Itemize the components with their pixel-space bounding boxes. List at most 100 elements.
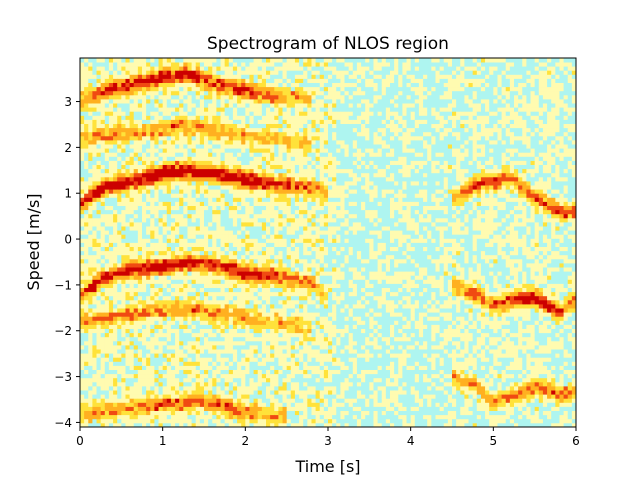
heatmap-cell [228,271,234,276]
heatmap-cell [286,115,292,120]
heatmap-cell [96,328,102,334]
heatmap-cell [88,377,93,383]
heatmap-cell [170,373,176,379]
heatmap-cell [162,328,168,334]
heatmap-cell [282,246,288,252]
heatmap-cell [84,131,89,137]
heatmap-cell [125,103,130,108]
heatmap-cell [187,86,192,92]
heatmap-cell [299,193,304,198]
heatmap-cell [195,115,201,120]
heatmap-cell [199,222,205,227]
heatmap-cell [307,283,312,288]
heatmap-cell [257,234,263,239]
heatmap-cell [104,250,110,256]
heatmap-cell [282,295,288,301]
heatmap-cell [142,131,147,137]
heatmap-cell [191,164,197,170]
heatmap-cell [253,115,259,120]
heatmap-cell [117,123,122,129]
heatmap-cell [150,131,155,137]
heatmap-cell [108,94,114,100]
heatmap-cell [137,230,143,235]
heatmap-cell [237,222,242,227]
heatmap-cell [274,164,279,170]
heatmap-cell [100,381,106,387]
heatmap-cell [261,234,267,239]
heatmap-cell [224,90,230,96]
heatmap-cell [137,238,143,243]
heatmap-cell [274,197,279,202]
heatmap-cell [299,168,304,174]
heatmap-cell [228,131,234,137]
heatmap-cell [249,349,254,354]
heatmap-cell [303,398,308,403]
heatmap-cell [237,86,242,92]
heatmap-cell [241,94,246,100]
heatmap-cell [92,193,97,198]
heatmap-cell [290,127,296,133]
heatmap-cell [220,123,226,129]
heatmap-cell [129,197,135,202]
heatmap-cell [199,336,205,342]
heatmap-cell [146,357,151,362]
heatmap-cell [204,226,209,231]
heatmap-cell [125,250,130,256]
heatmap-cell [204,205,209,211]
heatmap-cell [245,349,250,354]
heatmap-cell [195,213,201,219]
heatmap-cell [253,275,259,280]
heatmap-cell [266,316,271,321]
heatmap-cell [199,209,205,215]
heatmap-cell [150,172,155,178]
heatmap-cell [245,82,250,88]
heatmap-cell [158,324,164,329]
heatmap-cell [290,217,296,223]
heatmap-cell [299,250,304,256]
heatmap-cell [191,390,197,395]
heatmap-cell [154,74,159,79]
heatmap-cell [216,340,221,346]
heatmap-cell [133,172,139,178]
heatmap-cell [170,324,176,329]
heatmap-cell [104,94,110,100]
heatmap-cell [100,291,106,297]
heatmap-cell [187,58,192,63]
heatmap-cell [195,111,201,116]
heatmap-cell [137,365,143,370]
heatmap-cell [137,283,143,288]
heatmap-cell [179,144,184,149]
heatmap-cell [299,283,304,288]
heatmap-cell [199,390,205,395]
heatmap-cell [212,107,217,112]
heatmap-cell [191,373,197,379]
heatmap-cell [133,107,139,112]
heatmap-cell [307,390,312,395]
heatmap-cell [307,402,312,407]
heatmap-cell [187,410,192,416]
heatmap-cell [166,70,172,75]
heatmap-cell [183,353,188,358]
heatmap-cell [303,381,308,387]
heatmap-cell [96,402,102,407]
heatmap-cell [108,103,114,108]
heatmap-cell [290,144,296,149]
heatmap-cell [150,340,155,346]
heatmap-cell [278,66,283,71]
heatmap-cell [175,99,180,104]
heatmap-cell [278,168,283,174]
heatmap-cell [154,308,159,313]
heatmap-cell [282,217,288,223]
heatmap-cell [125,390,130,395]
heatmap-cell [278,90,283,96]
heatmap-cell [224,217,230,223]
heatmap-cell [245,90,250,96]
heatmap-cell [204,90,209,96]
heatmap-cell [299,406,304,411]
heatmap-cell [80,353,85,358]
heatmap-cell [84,111,89,116]
heatmap-cell [100,336,106,342]
heatmap-cell [191,381,197,387]
heatmap-cell [232,176,238,182]
heatmap-cell [129,86,135,92]
